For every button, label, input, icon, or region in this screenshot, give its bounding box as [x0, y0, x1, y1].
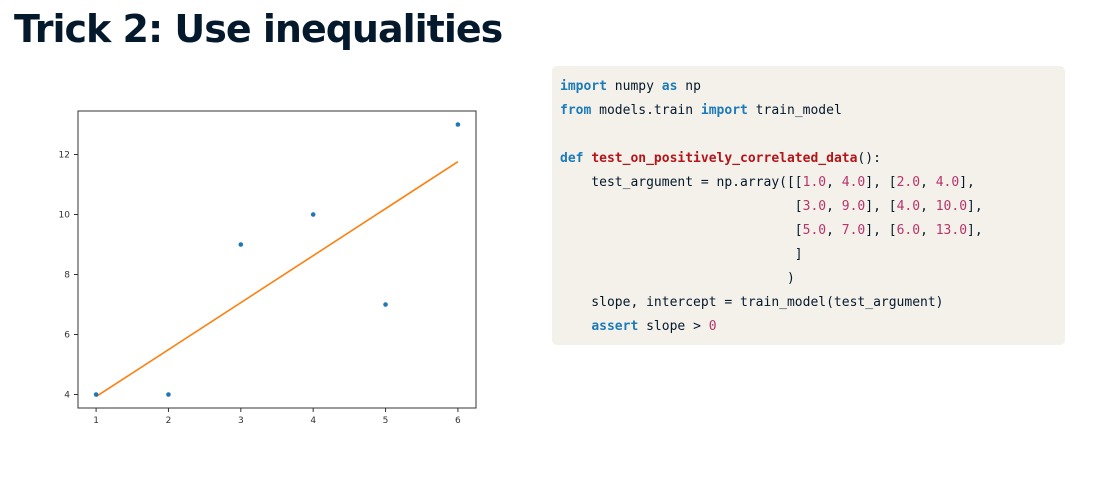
scatter-points-series [93, 122, 461, 397]
code-text [560, 319, 591, 334]
code-text: models.train [591, 103, 701, 118]
y-tick-label: 8 [64, 271, 70, 281]
scatter-point [166, 392, 171, 397]
code-line-7: [5.0, 7.0], [6.0, 13.0], [560, 219, 1065, 243]
code-text: np [677, 79, 701, 94]
scatter-point [310, 212, 316, 217]
x-tick-label: 3 [238, 416, 244, 426]
code-number: 4.0 [935, 175, 960, 190]
scatter-point [383, 302, 388, 307]
code-line-9: ) [560, 271, 795, 286]
code-text: , [826, 175, 842, 190]
code-text: slope > [638, 319, 709, 334]
code-number: 4.0 [841, 175, 866, 190]
code-text: ], [ [865, 199, 897, 214]
slide-title: Trick 2: Use inequalities [14, 7, 503, 51]
code-keyword: from [560, 103, 592, 118]
y-tick-label: 6 [64, 331, 70, 341]
scatter-point [93, 392, 99, 397]
code-text: ], [967, 223, 983, 238]
y-axis-ticks: 4 6 8 10 12 [59, 151, 78, 401]
code-text: , [920, 175, 936, 190]
code-line-3-blank [560, 123, 1065, 147]
code-number: 3.0 [802, 199, 827, 214]
x-axis-ticks: 1 2 3 4 5 6 [93, 408, 461, 426]
code-keyword: as [661, 79, 678, 94]
code-line-10: slope, intercept = train_model(test_argu… [560, 295, 944, 310]
code-line-1: import numpy as np [560, 75, 1065, 99]
code-line-8: ] [560, 247, 803, 262]
plot-area-frame [77, 110, 477, 409]
code-line-6: [3.0, 9.0], [4.0, 10.0], [560, 195, 1065, 219]
scatter-point [455, 122, 461, 127]
code-line-11: assert slope > 0 [560, 315, 1065, 339]
code-block: import numpy as np from models.train imp… [552, 66, 1065, 345]
x-tick-label: 4 [310, 416, 316, 426]
code-text: train_model [747, 103, 842, 118]
y-tick-label: 10 [59, 211, 71, 221]
x-tick-label: 6 [455, 416, 461, 426]
code-function-name: test_on_positively_correlated_data [591, 151, 858, 166]
fit-line [95, 161, 459, 398]
code-keyword: import [700, 103, 748, 118]
code-number: 2.0 [896, 175, 921, 190]
y-tick-label: 4 [64, 391, 70, 401]
code-number: 10.0 [935, 199, 968, 214]
code-number: 4.0 [896, 199, 921, 214]
code-number: 7.0 [841, 223, 866, 238]
code-text: , [920, 223, 936, 238]
code-text: ], [ [865, 175, 897, 190]
code-line-4: def test_on_positively_correlated_data()… [560, 147, 1065, 171]
code-number: 5.0 [802, 223, 827, 238]
code-text: [ [560, 199, 803, 214]
code-text: , [826, 199, 842, 214]
code-text: ], [ [865, 223, 897, 238]
fit-line-series [95, 161, 459, 398]
code-number: 13.0 [935, 223, 968, 238]
code-number: 1.0 [802, 175, 827, 190]
code-keyword: import [560, 79, 607, 94]
code-text: ], [959, 175, 975, 190]
x-tick-label: 1 [93, 416, 99, 426]
code-line-2: from models.train import train_model [560, 99, 1065, 123]
x-tick-label: 5 [383, 416, 389, 426]
code-text: , [920, 199, 936, 214]
code-text: (): [857, 151, 881, 166]
code-keyword: assert [591, 319, 639, 334]
code-number: 9.0 [841, 199, 866, 214]
code-number: 6.0 [896, 223, 921, 238]
code-text: test_argument = np.array([[ [560, 175, 803, 190]
y-tick-label: 12 [59, 151, 70, 161]
code-text: numpy [606, 79, 662, 94]
x-tick-label: 2 [166, 416, 172, 426]
code-number: 0 [708, 319, 717, 334]
code-text: ], [967, 199, 983, 214]
code-line-5: test_argument = np.array([[1.0, 4.0], [2… [560, 171, 1065, 195]
code-keyword: def [560, 151, 584, 166]
code-text: , [826, 223, 842, 238]
code-text: [ [560, 223, 803, 238]
scatter-point [238, 242, 244, 247]
